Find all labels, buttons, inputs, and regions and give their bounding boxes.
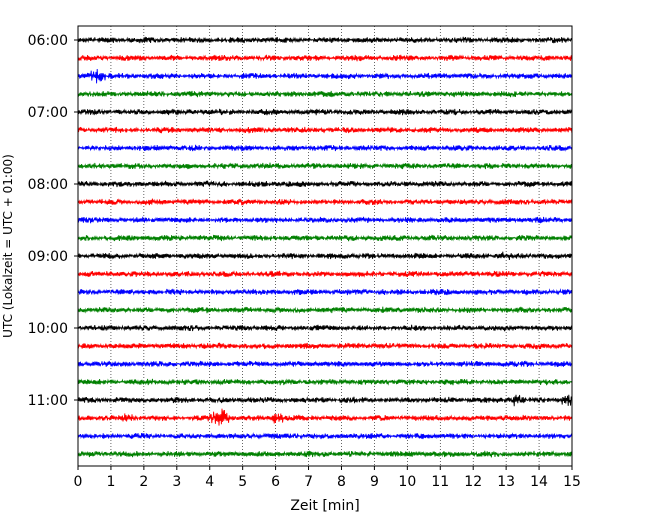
trace-0600 (77, 36, 573, 44)
plot-frame (77, 25, 573, 467)
x-axis-label: Zeit [min] (290, 498, 359, 514)
trace-0830 (77, 216, 573, 224)
x-tick-label: 11 (431, 474, 449, 490)
y-axis-label: UTC (Lokalzeit = UTC + 01:00) (1, 154, 15, 338)
x-tick-label: 5 (238, 474, 247, 490)
trace-0915 (77, 270, 573, 278)
grid-lines (110, 26, 540, 466)
trace-0700 (77, 108, 573, 116)
y-tick-label: 07:00 (28, 105, 68, 121)
x-tick-label: 2 (139, 474, 148, 490)
x-tick-label: 6 (271, 474, 280, 490)
trace-0630 (77, 69, 573, 84)
x-tick-label: 15 (563, 474, 581, 490)
x-tick-label: 13 (497, 474, 515, 490)
trace-0615 (77, 54, 573, 62)
trace-0815 (77, 198, 573, 206)
x-tick-label: 8 (337, 474, 346, 490)
trace-0845 (77, 234, 573, 242)
y-tick-label: 08:00 (28, 177, 68, 193)
trace-1145 (77, 450, 573, 458)
trace-1115 (77, 408, 573, 426)
trace-1015 (77, 342, 573, 350)
trace-0745 (77, 162, 573, 170)
y-tick-label: 09:00 (28, 249, 68, 265)
x-tick-label: 3 (172, 474, 181, 490)
trace-layer (77, 36, 573, 458)
trace-0715 (77, 126, 573, 134)
y-tick-label: 06:00 (28, 33, 68, 49)
trace-1045 (77, 378, 573, 386)
y-tick-label: 11:00 (28, 393, 68, 409)
trace-0930 (77, 288, 573, 296)
x-tick-label: 4 (205, 474, 214, 490)
trace-0645 (77, 90, 573, 98)
x-tick-label: 12 (464, 474, 482, 490)
trace-0945 (77, 306, 573, 314)
y-tick-label: 10:00 (28, 321, 68, 337)
x-tick-label: 9 (370, 474, 379, 490)
x-tick-label: 10 (398, 474, 416, 490)
trace-1100 (77, 394, 573, 407)
x-tick-label: 1 (106, 474, 115, 490)
trace-1030 (77, 360, 573, 368)
trace-0900 (77, 251, 573, 261)
x-axis: 0 1 2 3 4 5 6 7 8 9 10 11 12 13 14 15 (74, 466, 581, 490)
trace-1000 (77, 324, 573, 332)
trace-0800 (77, 180, 573, 188)
trace-0730 (77, 144, 573, 152)
x-tick-label: 0 (74, 474, 83, 490)
trace-1130 (77, 432, 573, 440)
x-tick-label: 14 (530, 474, 548, 490)
y-axis: 06:00 07:00 08:00 09:00 10:00 11:00 (28, 33, 78, 409)
x-tick-label: 7 (304, 474, 313, 490)
